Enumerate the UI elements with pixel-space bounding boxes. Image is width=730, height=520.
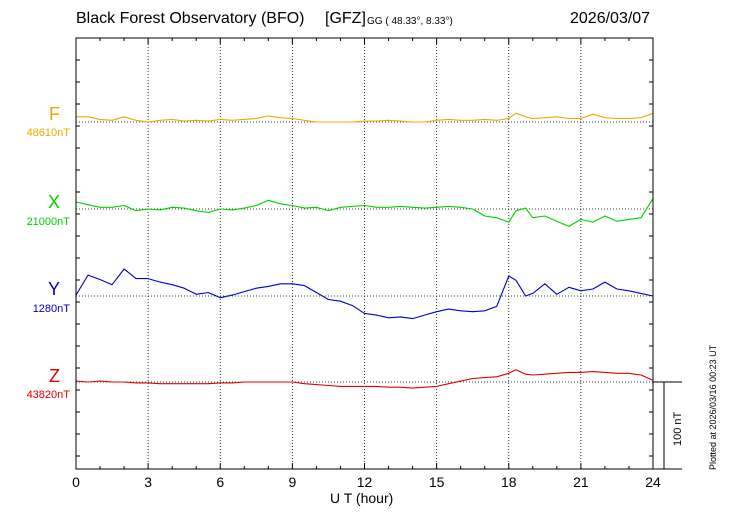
- series-traces: [75, 112, 654, 389]
- component-label-f: F: [49, 104, 60, 124]
- scale-bar: [653, 381, 682, 470]
- x-tick-label: 18: [501, 474, 517, 490]
- x-tick-label: 24: [645, 474, 661, 490]
- series-line-x: [75, 198, 654, 227]
- x-tick-label: 21: [573, 474, 589, 490]
- chart-title: Black Forest Observatory (BFO): [76, 10, 305, 27]
- x-axis-label: U T (hour): [330, 490, 394, 506]
- component-label-x: X: [47, 192, 60, 212]
- series-line-z: [75, 369, 654, 389]
- coordinates-label: GG ( 48.33°, 8.33°): [367, 16, 453, 27]
- baseline-label-y: 1280nT: [32, 303, 70, 315]
- baseline-label-f: 48610nT: [26, 127, 70, 139]
- x-tick-label: 9: [288, 474, 296, 490]
- date-label: 2026/03/07: [570, 10, 651, 27]
- series-line-f: [76, 112, 654, 123]
- component-label-y: Y: [47, 279, 60, 299]
- component-label-z: Z: [49, 366, 60, 386]
- plotted-at-note: Plotted at 2026/03/16 00:23 UT: [708, 344, 718, 470]
- baseline-label-z: 43820nT: [26, 389, 70, 401]
- x-axis-ticks: 0 3 6 9 12 15 18 21 24: [72, 474, 661, 490]
- plot-frame: [75, 37, 654, 470]
- series-line-y: [75, 268, 654, 320]
- x-tick-label: 3: [144, 474, 152, 490]
- x-tick-label: 12: [357, 474, 373, 490]
- x-tick-label: 15: [429, 474, 445, 490]
- grid: [76, 38, 653, 469]
- x-tick-label: 6: [216, 474, 224, 490]
- x-tick-label: 0: [72, 474, 80, 490]
- baseline-label-x: 21000nT: [26, 216, 70, 228]
- scale-bar-label: 100 nT: [672, 411, 684, 446]
- institute-label: [GFZ]: [325, 10, 366, 27]
